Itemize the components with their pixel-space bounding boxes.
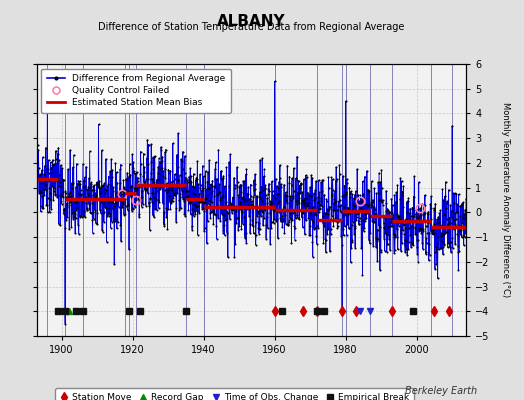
Text: Difference of Station Temperature Data from Regional Average: Difference of Station Temperature Data f… — [99, 22, 405, 32]
Text: ALBANY: ALBANY — [217, 14, 286, 29]
Y-axis label: Monthly Temperature Anomaly Difference (°C): Monthly Temperature Anomaly Difference (… — [501, 102, 510, 298]
Text: Berkeley Earth: Berkeley Earth — [405, 386, 477, 396]
Legend: Station Move, Record Gap, Time of Obs. Change, Empirical Break: Station Move, Record Gap, Time of Obs. C… — [55, 388, 414, 400]
